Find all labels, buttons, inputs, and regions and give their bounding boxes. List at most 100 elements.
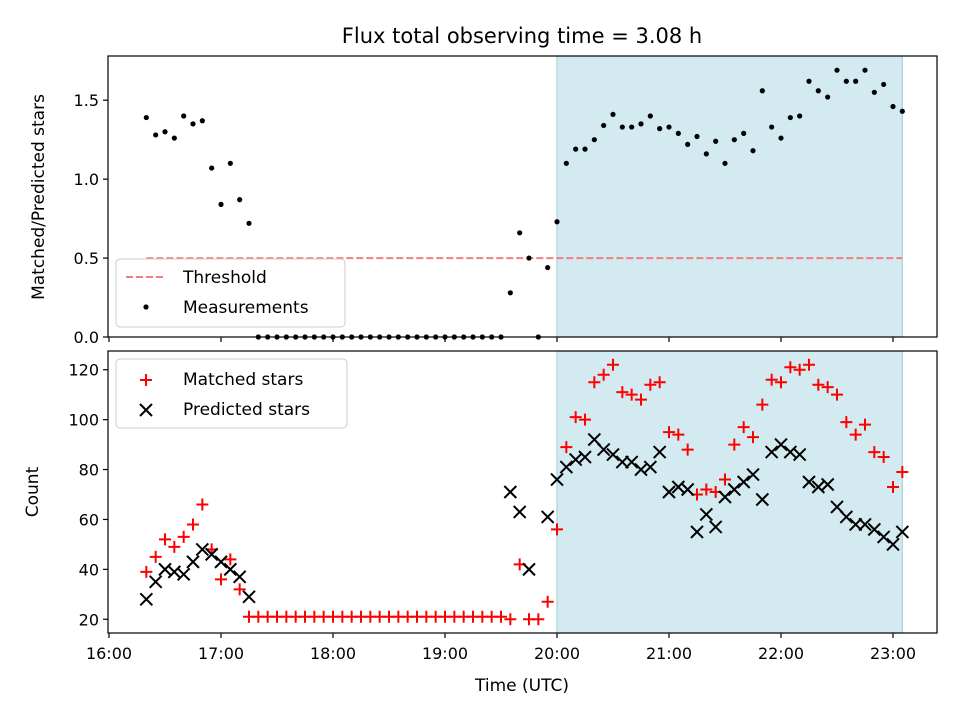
predicted-stars-point — [148, 575, 163, 589]
matched-stars-point — [877, 451, 890, 464]
measurements-point — [227, 160, 233, 166]
predicted-stars-point — [680, 482, 695, 497]
matched-stars-point — [803, 358, 815, 371]
matched-stars-point — [812, 378, 825, 391]
measurements-point — [806, 78, 812, 84]
measurements-point — [825, 94, 831, 100]
x-tick-label: 22:00 — [758, 644, 804, 663]
predicted-stars-point — [876, 530, 891, 544]
predicted-stars-point — [746, 467, 760, 482]
matched-stars-point — [495, 610, 507, 623]
measurements-point — [199, 118, 205, 124]
measurements-legend-label: Measurements — [183, 298, 309, 318]
predicted-stars-point — [718, 490, 732, 504]
predicted-legend-label: Predicted stars — [183, 400, 310, 420]
measurements-point — [778, 135, 784, 141]
measurements-point — [675, 130, 681, 136]
count-y-tick-label: 100 — [68, 411, 99, 430]
matched-stars-point — [737, 421, 750, 434]
measurements-point — [237, 197, 243, 203]
measurements-legend-swatch — [143, 304, 149, 310]
measurements-point — [610, 111, 616, 118]
count-y-tick-label: 60 — [79, 510, 99, 529]
count-y-axis-label: Count — [23, 466, 43, 517]
matched-stars-point — [765, 373, 778, 386]
measurements-point — [750, 148, 756, 154]
matched-stars-point — [233, 583, 246, 596]
predicted-stars-point — [764, 445, 779, 459]
predicted-stars-point — [606, 447, 620, 462]
measurements-point — [153, 132, 159, 138]
matched-stars-point — [887, 481, 899, 494]
matched-stars-point — [588, 376, 601, 389]
matched-stars-point — [569, 411, 582, 424]
measurements-point — [899, 108, 905, 114]
measurements-point — [573, 146, 579, 152]
measurements-point — [619, 124, 625, 130]
matched-stars-point — [625, 388, 638, 401]
x-tick-label: 16:00 — [86, 644, 132, 663]
matched-stars-point — [149, 550, 162, 563]
matched-stars-point — [140, 565, 153, 578]
count-legend: Matched stars Predicted stars — [115, 358, 348, 429]
matched-stars-point — [840, 416, 853, 429]
matched-stars-point — [831, 388, 843, 401]
matched-stars-point — [215, 573, 227, 586]
measurements-point — [853, 78, 859, 84]
x-tick-label: 21:00 — [646, 644, 692, 663]
matched-stars-point — [859, 418, 871, 431]
predicted-stars-point — [755, 492, 770, 507]
ratio-legend-box — [115, 258, 346, 328]
count-legend-box — [115, 358, 348, 429]
predicted-stars-point — [699, 507, 714, 522]
measurements-point — [815, 88, 821, 94]
measurements-point — [759, 88, 765, 94]
matched-stars-point — [551, 523, 563, 536]
predicted-stars-point — [886, 537, 900, 552]
predicted-stars-point — [550, 472, 564, 487]
measurements-point — [890, 103, 896, 110]
measurements-point — [629, 124, 635, 130]
predicted-stars-point — [559, 460, 574, 474]
predicted-stars-point — [503, 485, 518, 499]
matched-stars-point — [681, 443, 694, 456]
measurements-point — [563, 160, 569, 166]
x-tick-label: 20:00 — [534, 644, 580, 663]
matched-legend-label: Matched stars — [183, 370, 303, 390]
matched-stars-point — [196, 498, 209, 511]
predicted-stars-point — [195, 542, 210, 557]
predicted-stars-point — [708, 520, 723, 534]
measurements-point — [601, 122, 607, 129]
matched-stars-point — [187, 518, 199, 531]
matched-stars-point — [560, 441, 573, 454]
measurements-point — [162, 129, 168, 135]
measurements-point — [694, 133, 700, 140]
predicted-stars-point — [214, 555, 228, 569]
ratio-panel: 0.0 0.5 1.0 1.5 Matched/Predicted stars Thr… — [29, 55, 938, 347]
matched-stars-point — [896, 466, 909, 479]
predicted-stars-point — [736, 475, 751, 489]
matched-stars-point — [784, 361, 797, 374]
predicted-stars-point — [774, 437, 788, 452]
matched-stars-point — [747, 431, 759, 444]
matched-stars-point — [177, 530, 190, 543]
matched-stars-point — [532, 613, 545, 626]
matched-stars-point — [653, 376, 666, 389]
measurements-point — [741, 130, 747, 136]
measurements-point — [871, 89, 877, 95]
measurements-point — [554, 219, 560, 225]
measurements-point — [834, 67, 840, 73]
measurements-point — [787, 114, 793, 121]
measurements-point — [190, 121, 196, 127]
ratio-y-tick-label: 0.0 — [74, 328, 99, 347]
count-panel: 20 40 60 80 100 120 16:00 17:00 18:00 19:00 20:00… — [23, 350, 938, 696]
matched-stars-point — [504, 613, 517, 626]
predicted-stars-point — [662, 485, 676, 499]
matched-stars-point — [635, 393, 647, 406]
measurements-point — [713, 138, 719, 144]
predicted-stars-point — [839, 510, 854, 524]
x-tick-label: 18:00 — [310, 644, 356, 663]
ratio-y-axis-label: Matched/Predicted stars — [29, 94, 49, 300]
predicted-stars-point — [858, 517, 872, 532]
